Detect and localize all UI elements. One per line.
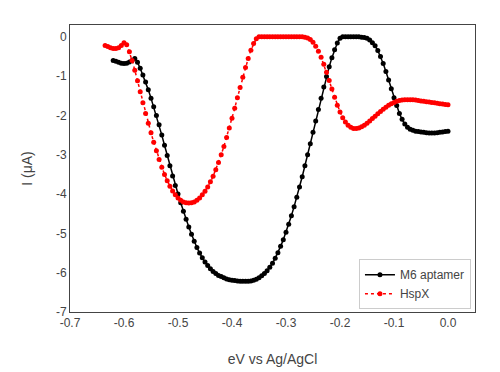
- svg-text:-5: -5: [56, 227, 67, 241]
- svg-text:-0.7: -0.7: [60, 316, 81, 330]
- svg-text:HspX: HspX: [400, 287, 429, 301]
- svg-text:0.0: 0.0: [440, 316, 457, 330]
- svg-text:-0.2: -0.2: [330, 316, 351, 330]
- svg-text:-0.6: -0.6: [114, 316, 135, 330]
- svg-text:-2: -2: [56, 109, 67, 123]
- svg-text:-0.3: -0.3: [276, 316, 297, 330]
- svg-text:M6 aptamer: M6 aptamer: [400, 268, 464, 282]
- svg-text:eV vs Ag/AgCl: eV vs Ag/AgCl: [228, 351, 318, 367]
- svg-text:-0.1: -0.1: [384, 316, 405, 330]
- svg-text:-4: -4: [56, 187, 67, 201]
- svg-text:-6: -6: [56, 266, 67, 280]
- svg-text:-1: -1: [56, 69, 67, 83]
- svg-text:0: 0: [60, 30, 67, 44]
- svg-text:-3: -3: [56, 148, 67, 162]
- svg-text:-7: -7: [56, 305, 67, 319]
- svg-text:-0.4: -0.4: [222, 316, 243, 330]
- svg-text:-0.5: -0.5: [168, 316, 189, 330]
- svg-text:I (μA): I (μA): [19, 151, 35, 186]
